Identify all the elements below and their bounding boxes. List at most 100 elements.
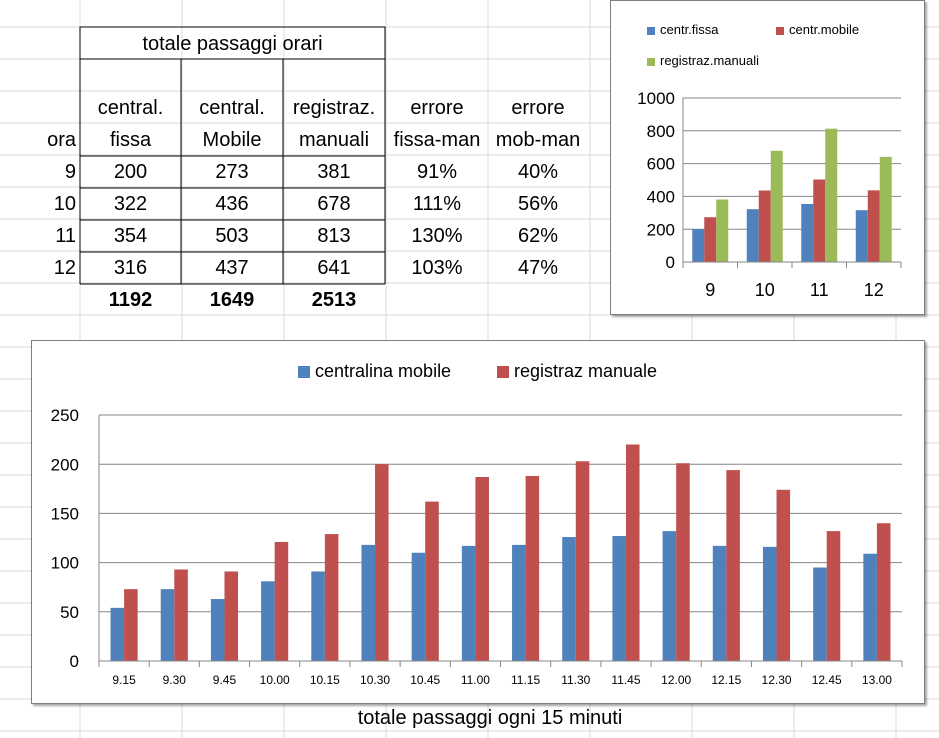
row-fissa: 200 [113, 161, 148, 183]
quarter-bar-registraz-manuale [575, 461, 590, 661]
quarter-bar-registraz-manuale [625, 444, 640, 661]
hourly-bar-registraz-manuali [770, 150, 783, 262]
hourly-x-tick: 9 [705, 280, 715, 300]
quarter-bar-registraz-manuale [274, 541, 289, 661]
quarter-bar-centralina-mobile [512, 544, 526, 661]
quarter-legend-swatch [497, 366, 509, 378]
hourly-y-tick: 400 [647, 188, 675, 207]
hourly-x-tick: 11 [810, 280, 829, 300]
header-manuali: manuali [298, 129, 370, 151]
hourly-y-tick: 1000 [637, 89, 675, 108]
quarter-bar-centralina-mobile [762, 546, 777, 661]
header-errore-fissa: fissa-man [393, 129, 481, 151]
quarter-bar-registraz-manuale [475, 476, 489, 661]
header-errore-mob: mob-man [495, 129, 581, 151]
table-title: totale passaggi orari [142, 33, 323, 55]
hourly-legend-swatch [647, 27, 655, 35]
row-hour: 10 [53, 193, 76, 215]
row-manuali: 381 [317, 161, 351, 183]
quarter-y-tick: 200 [51, 455, 79, 474]
quarter-y-tick: 50 [60, 603, 79, 622]
row-fissa: 322 [113, 193, 148, 215]
hourly-legend-label: centr.fissa [660, 22, 719, 37]
quarter-bar-centralina-mobile [562, 537, 576, 661]
quarter-x-tick: 11.00 [461, 673, 490, 687]
quarter-x-tick: 10.30 [360, 673, 390, 687]
quarter-x-tick: 9.45 [213, 673, 237, 687]
quarter-legend-label: centralina mobile [315, 361, 451, 381]
quarter-x-tick: 12.30 [762, 673, 792, 687]
hourly-bar-registraz-manuali [716, 199, 729, 262]
quarter-x-tick: 13.00 [862, 673, 892, 687]
hourly-legend-label: centr.mobile [789, 22, 859, 37]
quarter-bar-registraz-manuale [676, 463, 690, 661]
header-mobile: Mobile [202, 129, 262, 151]
quarter-x-tick: 12.00 [661, 673, 691, 687]
hourly-x-tick: 10 [755, 280, 775, 300]
quarter-hour-caption: totale passaggi ogni 15 minuti [357, 707, 623, 729]
header-manuali-top: registraz. [292, 97, 376, 119]
quarter-bar-centralina-mobile [863, 553, 877, 661]
quarter-bar-centralina-mobile [160, 589, 175, 661]
row-mobile: 503 [215, 225, 249, 247]
quarter-y-tick: 0 [70, 652, 79, 671]
quarter-bar-registraz-manuale [375, 464, 389, 661]
row-manuali: 813 [317, 225, 351, 247]
row-manuali: 641 [317, 257, 351, 279]
quarter-bar-registraz-manuale [124, 589, 138, 661]
quarter-bar-centralina-mobile [110, 607, 125, 661]
hourly-chart[interactable]: 0 200 400 600 800 1000 9 10 11 12 centr.fissa centr… [610, 0, 925, 315]
quarter-bar-registraz-manuale [425, 501, 439, 661]
header-fissa: fissa [109, 129, 152, 151]
hourly-legend-label: registraz.manuali [660, 53, 759, 68]
hourly-bar-centr-mobile [758, 190, 771, 262]
quarter-hour-chart[interactable]: 0 50 100 150 200 250 9.15 9.30 9.45 10.00 10.15 10.… [31, 340, 925, 704]
quarter-bar-centralina-mobile [411, 552, 426, 661]
hourly-x-tick: 12 [864, 280, 884, 300]
row-fissa: 316 [113, 257, 148, 279]
quarter-bar-centralina-mobile [461, 545, 476, 661]
row-fissa: 354 [113, 225, 148, 247]
hourly-bar-centr-mobile [704, 217, 717, 262]
quarter-x-tick: 12.15 [711, 673, 741, 687]
total-fissa: 1192 [108, 289, 153, 311]
row-mobile: 437 [215, 257, 249, 279]
quarter-legend-swatch [298, 366, 310, 378]
quarter-bar-centralina-mobile [361, 544, 376, 661]
row-errore-fissa: 103% [411, 257, 463, 279]
hourly-legend-swatch [647, 58, 655, 66]
quarter-hour-chart-svg: 0 50 100 150 200 250 9.15 9.30 9.45 10.00 10.15 10.… [51, 361, 903, 687]
quarter-bar-registraz-manuale [776, 489, 791, 661]
header-ora: ora [47, 129, 76, 151]
hourly-bar-centr-mobile [867, 190, 880, 262]
quarter-bar-centralina-mobile [712, 545, 727, 661]
row-mobile: 436 [215, 193, 249, 215]
total-mobile: 1649 [209, 289, 255, 311]
quarter-bar-centralina-mobile [612, 536, 626, 661]
hourly-bar-registraz-manuali [825, 128, 838, 262]
quarter-x-tick: 9.15 [112, 673, 136, 687]
hourly-bar-centr-fissa [692, 229, 705, 262]
quarter-bar-centralina-mobile [210, 599, 225, 661]
quarter-x-tick: 11.15 [511, 673, 540, 687]
header-errore-mob-top: errore [511, 97, 565, 119]
quarter-bar-centralina-mobile [813, 567, 827, 661]
quarter-x-tick: 10.45 [410, 673, 440, 687]
quarter-y-tick: 150 [51, 505, 79, 524]
quarter-x-tick: 10.15 [310, 673, 340, 687]
row-hour: 12 [53, 257, 76, 279]
hourly-legend-swatch [776, 27, 784, 35]
quarter-bar-registraz-manuale [174, 569, 188, 661]
quarter-bar-registraz-manuale [876, 523, 891, 661]
header-fissa-top: central. [97, 97, 164, 119]
quarter-bar-registraz-manuale [525, 476, 540, 661]
hourly-bar-registraz-manuali [879, 156, 892, 262]
hourly-bar-centr-fissa [746, 209, 759, 262]
row-errore-mob: 56% [517, 193, 559, 215]
hourly-y-tick: 800 [647, 122, 675, 141]
quarter-y-tick: 100 [51, 554, 79, 573]
quarter-bar-centralina-mobile [261, 581, 275, 661]
hourly-chart-svg: 0 200 400 600 800 1000 9 10 11 12 centr.fissa centr… [637, 22, 902, 300]
quarter-bar-registraz-manuale [826, 531, 841, 661]
row-errore-mob: 40% [517, 161, 559, 183]
